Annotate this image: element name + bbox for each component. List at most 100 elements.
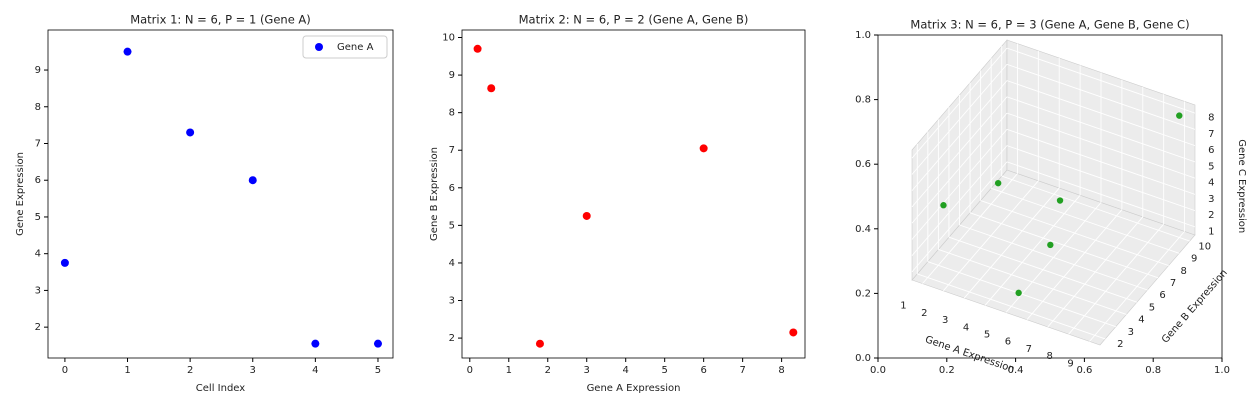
x3d-tick-label: 6 — [1005, 337, 1011, 348]
x3d-tick-label: 8 — [1046, 351, 1052, 362]
y-tick-label: 7 — [449, 145, 455, 156]
x3d-tick-label: 3 — [942, 315, 948, 326]
point — [311, 339, 320, 348]
x-tick-label: 4 — [312, 365, 318, 376]
legend-marker — [315, 43, 323, 51]
y-tick-label: 0.6 — [855, 159, 871, 170]
y-tick-label: 0.2 — [855, 288, 871, 299]
x-tick-label: 6 — [700, 365, 706, 376]
y-tick-label: 3 — [35, 285, 41, 296]
x-tick-label: 5 — [375, 365, 381, 376]
grid-line — [959, 224, 1148, 291]
y-tick-label: 2 — [35, 322, 41, 333]
x-axis-label: Cell Index — [196, 383, 245, 394]
x-tick-label: 0.4 — [1008, 365, 1024, 376]
x-tick-label: 0.8 — [1145, 365, 1161, 376]
y3d-tick-label: 5 — [1149, 302, 1155, 313]
y-tick-label: 5 — [35, 212, 41, 223]
z3d-tick-label: 8 — [1208, 113, 1214, 124]
grid-line — [911, 112, 1008, 224]
x-tick-label: 3 — [584, 365, 590, 376]
grid-line — [911, 64, 1008, 175]
grid-line — [911, 145, 1008, 256]
y-tick-label: 4 — [449, 258, 455, 269]
x-tick-label: 0 — [62, 365, 68, 376]
grid-line — [1006, 96, 1196, 163]
x-tick-label: 2 — [545, 365, 551, 376]
grid-line — [1001, 175, 1190, 242]
z3d-tick-label: 4 — [1208, 178, 1214, 189]
grid-line — [911, 47, 1008, 159]
x-tick-label: 1 — [506, 365, 512, 376]
point — [248, 176, 257, 185]
grid-line — [927, 261, 1116, 328]
point — [186, 128, 195, 137]
grid-line — [911, 96, 1008, 208]
grid-line — [1006, 145, 1196, 212]
point — [1056, 197, 1064, 204]
z3d-tick-label: 6 — [1208, 145, 1214, 156]
y-tick-label: 0.8 — [855, 95, 871, 106]
x-tick-label: 4 — [623, 365, 629, 376]
x-axis-label: Gene A Expression — [587, 383, 681, 394]
y-tick-label: 3 — [449, 296, 455, 307]
y3d-tick-label: 6 — [1159, 290, 1165, 301]
y-axis-label: Gene Expression — [15, 152, 26, 236]
axes-frame — [877, 34, 1223, 359]
y-axis-label: Gene B Expression — [429, 147, 440, 241]
x-tick-label: 2 — [187, 365, 193, 376]
grid-line — [969, 212, 1159, 279]
y-tick-label: 2 — [449, 333, 455, 344]
y-tick-label: 8 — [35, 102, 41, 113]
y3d-tick-label: 8 — [1180, 266, 1186, 277]
point — [535, 339, 544, 348]
x-tick-label: 5 — [661, 365, 667, 376]
grid-line — [1006, 80, 1196, 147]
point — [582, 211, 591, 220]
x-tick-label: 1 — [124, 365, 130, 376]
point — [994, 179, 1002, 187]
x-tick-label: 0.6 — [1076, 365, 1092, 376]
y3d-tick-label: 7 — [1170, 278, 1176, 289]
y-tick-label: 6 — [449, 183, 455, 194]
x-tick-label: 0 — [467, 365, 473, 376]
point — [789, 328, 798, 337]
y-tick-label: 8 — [449, 108, 455, 119]
grid-line — [948, 236, 1138, 303]
grid-line — [911, 80, 1008, 191]
grid-line — [1006, 161, 1196, 228]
point — [60, 258, 69, 267]
z3d-tick-label: 5 — [1208, 161, 1214, 172]
grid-line — [1006, 63, 1196, 130]
y-tick-label: 6 — [35, 175, 41, 186]
x3d-tick-label: 9 — [1067, 358, 1073, 369]
y3d-tick-label: 9 — [1191, 254, 1197, 265]
point — [487, 84, 496, 93]
chart-title: Matrix 3: N = 6, P = 3 (Gene A, Gene B, … — [910, 18, 1189, 32]
axes-frame — [47, 29, 394, 359]
x3d-tick-label: 4 — [963, 322, 969, 333]
x3d-axis-label: Gene A Expression — [924, 334, 1016, 375]
grid-line — [1006, 47, 1196, 114]
point — [373, 339, 382, 348]
x3d-tick-label: 1 — [900, 301, 906, 312]
y-tick-label: 9 — [449, 70, 455, 81]
grid-line — [911, 161, 1008, 273]
y3d-tick-label: 4 — [1138, 315, 1144, 326]
point — [699, 144, 708, 153]
chart-title: Matrix 2: N = 6, P = 2 (Gene A, Gene B) — [519, 13, 749, 27]
x-tick-label: 8 — [778, 365, 784, 376]
grid-line — [980, 200, 1169, 266]
y-tick-label: 0.0 — [855, 353, 871, 364]
z3d-tick-label: 1 — [1208, 226, 1214, 237]
point — [1047, 241, 1054, 249]
y-tick-label: 4 — [35, 249, 41, 260]
y3d-tick-label: 10 — [1198, 241, 1211, 252]
z3d-tick-label: 3 — [1208, 194, 1214, 205]
y-tick-label: 10 — [442, 33, 455, 44]
x-tick-label: 3 — [250, 365, 256, 376]
y-tick-label: 7 — [35, 138, 41, 149]
grid-line — [991, 187, 1180, 254]
point — [473, 44, 482, 53]
